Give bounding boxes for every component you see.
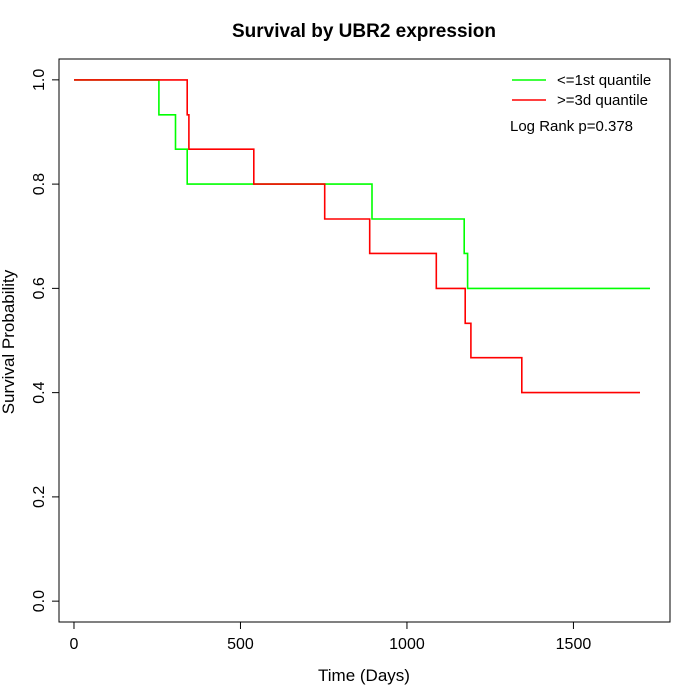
survival-curve-series-1 — [74, 79, 650, 290]
survival-curve-series-2 — [74, 79, 640, 394]
plot-area-border — [58, 58, 671, 623]
x-axis: 0 500 1000 1500 — [70, 621, 592, 653]
y-tick-label: 0.6 — [31, 277, 48, 299]
x-axis-label: Time (Days) — [318, 666, 410, 685]
y-axis: 0.0 0.2 0.4 0.6 0.8 1.0 — [31, 69, 60, 612]
y-axis-label: Survival Probability — [0, 269, 18, 414]
legend: <=1st quantile >=3d quantile — [512, 72, 651, 109]
log-rank-annotation: Log Rank p=0.378 — [510, 118, 633, 135]
x-tick-label: 500 — [227, 636, 254, 653]
y-tick-label: 0.2 — [31, 486, 48, 508]
legend-label: >=3d quantile — [557, 92, 648, 109]
y-tick-label: 0.0 — [31, 590, 48, 612]
x-tick-label: 1000 — [389, 636, 425, 653]
y-tick-label: 1.0 — [31, 69, 48, 91]
y-tick-label: 0.8 — [31, 173, 48, 195]
y-tick-label: 0.4 — [31, 381, 48, 403]
legend-label: <=1st quantile — [557, 72, 651, 89]
x-tick-label: 1500 — [556, 636, 592, 653]
survival-curves — [74, 79, 650, 394]
chart-title: Survival by UBR2 expression — [232, 21, 496, 42]
x-tick-label: 0 — [70, 636, 79, 653]
